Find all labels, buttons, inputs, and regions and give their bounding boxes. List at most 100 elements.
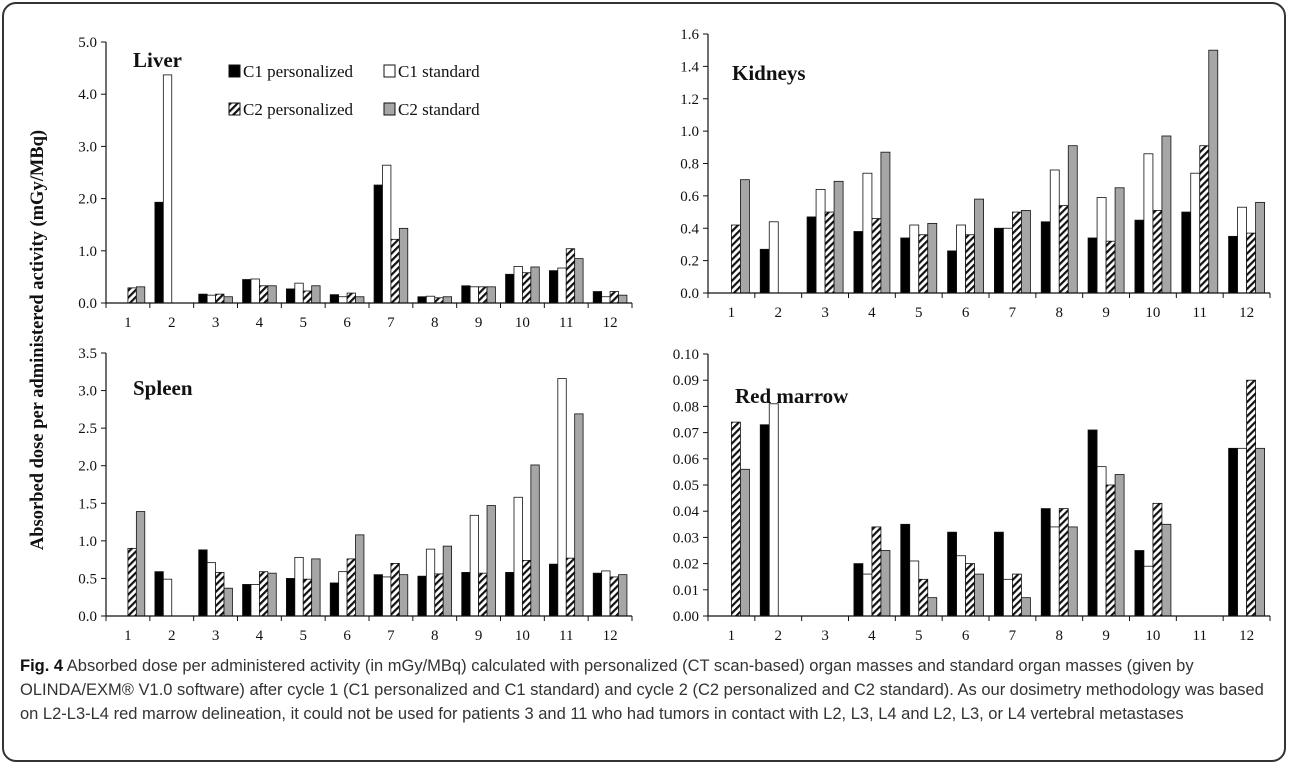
- spleen-bar-c1-personalized-7: [373, 574, 383, 617]
- liver-bar-c1-standard-10: [513, 266, 523, 304]
- liver-y-tick-label: 5.0: [78, 35, 97, 51]
- red-marrow-bar-c2-personalized-7: [1012, 573, 1022, 617]
- red-marrow-y-tick-label: 0.02: [673, 557, 699, 573]
- kidneys-y-tick-label: 1.0: [680, 124, 699, 140]
- liver-bar-c2-standard-8: [442, 296, 453, 304]
- kidneys-y-tick-label: 0.6: [680, 189, 699, 205]
- red-marrow-y-tick-label: 0.10: [673, 347, 699, 363]
- liver-bar-c1-standard-2: [162, 74, 173, 304]
- red-marrow-x-tick-label: 12: [1239, 628, 1254, 644]
- spleen-x-tick-label: 12: [603, 628, 618, 644]
- spleen-y-tick-label: 0.5: [78, 571, 97, 587]
- liver-x-tick-label: 3: [212, 315, 220, 331]
- spleen-x-tick-label: 9: [475, 628, 483, 644]
- red-marrow-y-tick-label: 0.00: [673, 609, 699, 625]
- legend-swatch-c1-standard: [383, 64, 396, 78]
- liver-bar-c2-standard-10: [530, 266, 540, 304]
- liver-bar-c1-personalized-2: [154, 201, 164, 304]
- spleen-bar-c2-personalized-5: [302, 578, 313, 617]
- liver-bar-c2-standard-5: [311, 285, 321, 304]
- liver-bar-c2-personalized-5: [302, 290, 313, 304]
- kidneys-x-tick-label: 2: [775, 305, 783, 321]
- red-marrow-bar-c1-standard-6: [956, 555, 966, 617]
- spleen-bar-c2-personalized-8: [434, 573, 444, 617]
- spleen-x-tick-label: 6: [343, 628, 351, 644]
- kidneys-bar-c2-personalized-7: [1012, 211, 1022, 294]
- kidneys-bar-c1-personalized-11: [1181, 211, 1192, 294]
- kidneys-x-tick-label: 8: [1056, 305, 1064, 321]
- liver-bar-c1-standard-5: [294, 282, 304, 304]
- liver-x-tick-label: 12: [603, 315, 618, 331]
- liver-bar-c1-standard-8: [425, 295, 436, 304]
- red-marrow-y-tick-label: 0.07: [673, 426, 700, 442]
- kidneys-x-tick-label: 9: [1102, 305, 1110, 321]
- spleen-bar-c1-standard-6: [338, 571, 348, 617]
- liver-bar-c2-personalized-7: [390, 238, 400, 304]
- red-marrow-bar-c2-standard-6: [974, 573, 985, 617]
- spleen-bar-c1-personalized-6: [329, 582, 340, 617]
- red-marrow-bar-c1-standard-8: [1049, 526, 1060, 617]
- red-marrow-bar-c1-standard-10: [1143, 565, 1154, 617]
- red-marrow-bar-c2-standard-9: [1114, 474, 1125, 617]
- liver-y-tick-label: 3.0: [78, 139, 97, 155]
- legend: C1 personalized C1 standard C2 personalize…: [228, 62, 480, 119]
- spleen-x-tick-label: 5: [300, 628, 308, 644]
- kidneys-bar-c1-personalized-5: [900, 237, 911, 294]
- red-marrow-x-tick-label: 6: [962, 628, 970, 644]
- red-marrow-bar-c1-personalized-2: [759, 424, 770, 617]
- red-marrow-bar-c1-standard-9: [1096, 466, 1107, 617]
- red-marrow-bar-c1-personalized-6: [947, 531, 957, 617]
- spleen-bar-c2-personalized-10: [522, 559, 532, 617]
- red-marrow-bar-c1-personalized-10: [1134, 550, 1145, 617]
- kidneys-x-tick-label: 3: [821, 305, 829, 321]
- kidneys-x-tick-label: 10: [1145, 305, 1160, 321]
- spleen-bar-c1-standard-4: [250, 584, 260, 617]
- spleen-bar-c1-standard-12: [601, 570, 611, 617]
- red-marrow-x-tick-label: 2: [775, 628, 783, 644]
- kidneys-bar-c1-standard-8: [1049, 169, 1060, 294]
- red-marrow-bar-c2-personalized-10: [1152, 502, 1163, 617]
- red-marrow-bar-c1-standard-7: [1003, 578, 1013, 617]
- spleen-bar-c2-standard-5: [311, 558, 321, 617]
- spleen-bar-c2-standard-3: [223, 587, 233, 617]
- spleen-bar-c2-standard-6: [355, 534, 365, 617]
- liver-bar-c2-standard-4: [267, 285, 277, 304]
- liver-bar-c2-personalized-6: [346, 292, 356, 304]
- red-marrow-y-tick-label: 0.03: [673, 530, 699, 546]
- kidneys-y-tick-label: 1.4: [680, 59, 699, 75]
- spleen-bar-c1-personalized-3: [198, 549, 208, 617]
- spleen-bar-c2-standard-1: [135, 511, 146, 617]
- kidneys-bar-c2-personalized-8: [1058, 205, 1069, 294]
- kidneys-x-tick-label: 12: [1239, 305, 1254, 321]
- liver-bar-c2-standard-12: [618, 294, 628, 304]
- liver-bar-c2-personalized-1: [127, 287, 137, 304]
- spleen-x-tick-label: 8: [431, 628, 439, 644]
- liver-x-tick-label: 9: [475, 315, 483, 331]
- caption-fig-label: Fig. 4: [20, 657, 64, 675]
- spleen-bar-c1-standard-3: [206, 562, 216, 617]
- liver-bar-c1-standard-11: [557, 267, 567, 304]
- spleen-bar-c2-standard-10: [530, 464, 540, 617]
- red-marrow-bar-c2-standard-5: [927, 597, 938, 617]
- spleen-bar-c1-personalized-9: [461, 572, 471, 617]
- liver-bar-c1-personalized-12: [592, 291, 603, 304]
- liver-y-tick-label: 4.0: [78, 87, 97, 103]
- spleen-y-tick-label: 2.0: [78, 459, 97, 475]
- red-marrow-bar-c1-standard-2: [768, 403, 779, 617]
- legend-label-c2-standard: C2 standard: [398, 100, 480, 119]
- kidneys-bar-c1-standard-3: [815, 188, 826, 294]
- liver-x-tick-label: 2: [168, 315, 176, 331]
- liver-bar-c2-standard-9: [486, 286, 496, 304]
- liver-x-tick-label: 10: [515, 315, 530, 331]
- red-marrow-x-tick-label: 3: [821, 628, 829, 644]
- red-marrow-y-tick-label: 0.05: [673, 478, 699, 494]
- liver-bar-c1-personalized-4: [242, 279, 252, 304]
- red-marrow-bar-c1-personalized-4: [853, 563, 864, 617]
- liver-y-tick-label: 1.0: [78, 244, 97, 260]
- liver-bar-c2-personalized-10: [522, 272, 532, 304]
- kidneys-bar-c2-personalized-3: [824, 211, 835, 294]
- spleen-x-tick-label: 4: [256, 628, 264, 644]
- kidneys-bar-c2-standard-9: [1114, 187, 1125, 294]
- liver-bar-c1-standard-4: [250, 278, 260, 304]
